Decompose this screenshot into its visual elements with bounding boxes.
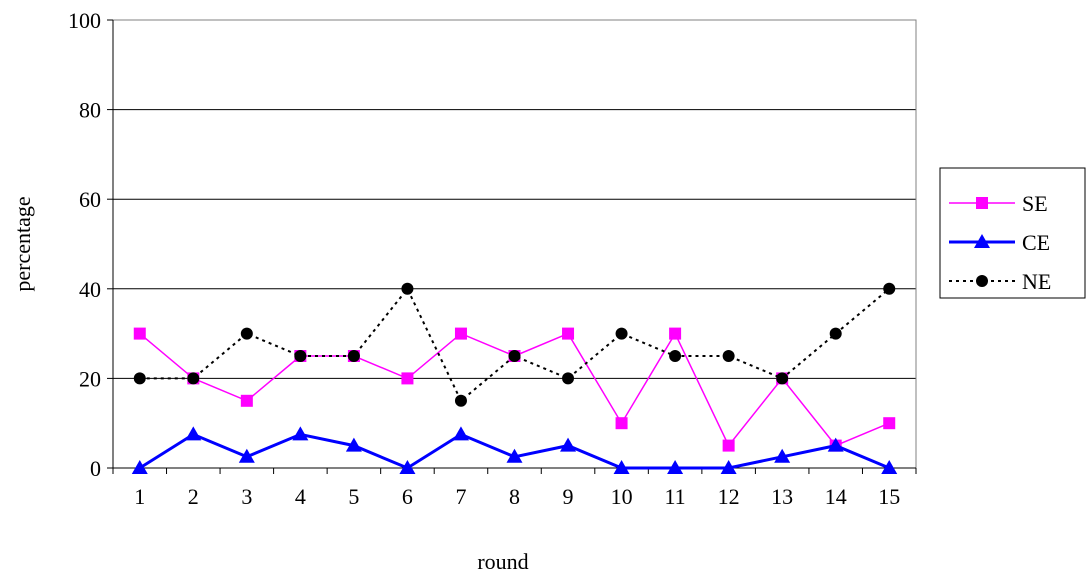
series-ce-point (131, 460, 148, 474)
x-tick-label: 4 (295, 484, 306, 509)
series-ce (131, 426, 898, 474)
x-tick-label: 1 (134, 484, 145, 509)
series-ce-point (560, 437, 577, 452)
series-se-point (669, 327, 682, 340)
x-axis-label: round (477, 549, 528, 574)
series-ce-point (345, 437, 362, 452)
gridlines (113, 19, 916, 379)
series-se-point (454, 327, 467, 340)
legend-se-marker (976, 197, 988, 209)
x-tick-label: 3 (241, 484, 252, 509)
series-se-point (562, 327, 575, 340)
y-axis-label: percentage (10, 196, 35, 291)
x-tick-label: 10 (611, 484, 633, 509)
legend-ce-marker (974, 234, 990, 248)
y-tick-label: 80 (79, 98, 101, 123)
x-tick-label: 13 (771, 484, 793, 509)
series-se (133, 327, 896, 452)
y-tick-label: 60 (79, 187, 101, 212)
series-ce-point (185, 426, 202, 441)
y-tick-label: 40 (79, 277, 101, 302)
series-ne-point (776, 372, 789, 385)
x-tick-label: 2 (188, 484, 199, 509)
x-tick-label: 11 (665, 484, 686, 509)
series-ce-point (667, 460, 684, 474)
series-ce-point (506, 448, 523, 463)
series-se-point (240, 394, 253, 407)
series-ne-point (669, 350, 682, 362)
x-tick-label: 14 (825, 484, 847, 509)
x-tick-label: 7 (455, 484, 466, 509)
series-se-point (883, 417, 896, 430)
legend-ce-label: CE (1022, 230, 1050, 255)
y-tick-label: 20 (79, 366, 101, 391)
series-se-point (133, 327, 146, 340)
series-ne-point (347, 350, 360, 362)
legend-ne-label: NE (1022, 269, 1051, 294)
series-ne-point (240, 327, 253, 340)
x-tick-label: 6 (402, 484, 413, 509)
series-ne (133, 282, 896, 407)
series-ne-point (508, 350, 521, 362)
series-ce-point (827, 437, 844, 452)
x-tick-label: 15 (878, 484, 900, 509)
x-tick-label: 8 (509, 484, 520, 509)
y-tick-label: 0 (90, 456, 101, 481)
legend-box (939, 167, 1086, 299)
series-ne-point (133, 372, 146, 385)
series-ne-line (139, 286, 890, 403)
plot-area-frame (112, 19, 917, 469)
series-ne-point (883, 282, 896, 295)
series-ce-point (399, 460, 416, 474)
series-se-point (722, 439, 735, 452)
y-tick-label: 100 (68, 8, 101, 33)
series-group (131, 282, 898, 474)
series-ne-point (615, 327, 628, 340)
series-ne-point (401, 282, 414, 295)
series-ne-point (454, 394, 467, 407)
series-ce-point (452, 426, 469, 441)
series-ce-point (881, 460, 898, 474)
series-ce-point (613, 460, 630, 474)
series-ce-point (238, 448, 255, 463)
series-ne-point (722, 350, 735, 362)
series-se-point (615, 417, 628, 430)
x-tick-label: 12 (718, 484, 740, 509)
legend-se-label: SE (1022, 191, 1048, 216)
series-ce-point (774, 448, 791, 463)
series-ce-point (292, 426, 309, 441)
series-ne-point (562, 372, 575, 385)
series-ne-point (294, 350, 307, 362)
series-ne-point (187, 372, 200, 385)
x-tick-label: 5 (348, 484, 359, 509)
series-ce-point (720, 460, 737, 474)
series-se-point (401, 372, 414, 385)
x-tick-label: 9 (563, 484, 574, 509)
series-ne-point (829, 327, 842, 340)
legend-ne-marker (976, 275, 988, 287)
legend: SE CE NE (939, 167, 1086, 299)
